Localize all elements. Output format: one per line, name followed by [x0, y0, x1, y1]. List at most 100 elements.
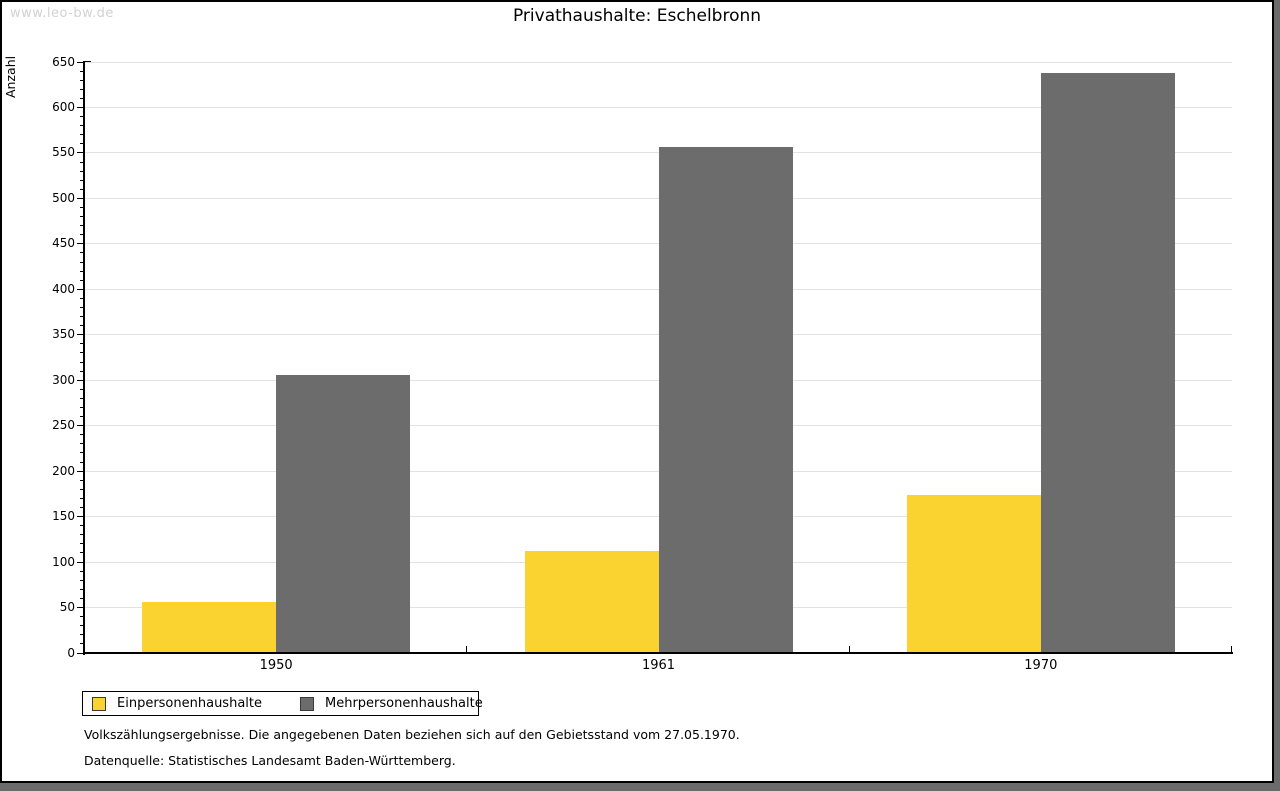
y-axis-major-tick — [77, 652, 84, 654]
y-axis-minor-tick — [80, 407, 84, 408]
gridline — [85, 61, 1232, 63]
y-axis-minor-tick — [80, 306, 84, 308]
legend: Einpersonenhaushalte Mehrpersonenhaushal… — [82, 691, 483, 716]
bar-mehrpersonenhaushalte-1970 — [1040, 73, 1175, 653]
y-axis-major-tick — [77, 197, 84, 199]
y-axis-minor-tick — [80, 634, 84, 636]
y-axis-minor-tick — [80, 361, 84, 363]
y-axis-minor-tick — [80, 479, 84, 481]
y-axis-minor-tick — [80, 125, 84, 127]
y-axis-minor-tick — [80, 316, 84, 318]
y-tick-label: 250 — [52, 418, 75, 433]
y-axis-minor-tick — [80, 79, 84, 81]
legend-swatch-einpersonenhaushalte — [92, 696, 106, 711]
y-axis-major-tick — [77, 470, 84, 472]
y-axis-major-tick — [77, 516, 84, 518]
y-tick-label: 200 — [52, 463, 75, 478]
y-axis-minor-tick — [80, 97, 84, 99]
y-axis-line — [83, 61, 85, 655]
y-tick-label: 450 — [52, 236, 75, 251]
y-axis-minor-tick — [80, 370, 84, 372]
y-tick-label: 500 — [52, 190, 75, 205]
chart-title: Privathaushalte: Eschelbronn — [512, 6, 762, 26]
y-axis-minor-tick — [80, 525, 84, 527]
legend-item-einpersonenhaushalte: Einpersonenhaushalte — [92, 696, 262, 711]
bar-einpersonenhaushalte-1970 — [906, 495, 1041, 653]
footnote-census: Volkszählungsergebnisse. Die angegebenen… — [84, 727, 740, 742]
y-axis-major-tick — [77, 607, 84, 609]
y-axis-minor-tick — [80, 116, 84, 118]
y-axis-minor-tick — [80, 497, 84, 499]
gridline — [85, 106, 1232, 108]
y-axis-major-tick — [77, 425, 84, 427]
y-axis-minor-tick — [80, 170, 84, 172]
x-axis-line — [83, 652, 1233, 654]
y-axis-minor-tick — [80, 452, 84, 454]
y-axis-minor-tick — [80, 234, 84, 236]
footnote-source: Datenquelle: Statistisches Landesamt Bad… — [84, 753, 456, 768]
y-tick-label: 300 — [52, 372, 75, 387]
bar-einpersonenhaushalte-1961 — [524, 550, 659, 653]
x-axis-boundary-tick — [466, 646, 468, 652]
y-axis-minor-tick — [80, 188, 84, 190]
x-tick-label: 1970 — [1024, 658, 1058, 673]
y-axis-major-tick — [77, 379, 84, 381]
y-axis-minor-tick — [80, 616, 84, 618]
watermark: www.leo-bw.de — [10, 6, 114, 21]
y-axis-minor-tick — [80, 588, 84, 590]
y-axis-minor-tick — [80, 543, 84, 545]
y-tick-label: 650 — [52, 54, 75, 69]
legend-item-mehrpersonenhaushalte: Mehrpersonenhaushalte — [300, 696, 483, 711]
y-tick-label: 400 — [52, 281, 75, 296]
y-axis-minor-tick — [80, 143, 84, 145]
y-axis-major-tick — [77, 334, 84, 336]
y-axis-major-tick — [77, 106, 84, 108]
y-axis-major-tick — [77, 152, 84, 154]
y-axis-minor-tick — [80, 252, 84, 254]
y-axis-major-tick — [77, 61, 84, 63]
y-axis-minor-tick — [80, 88, 84, 90]
y-tick-label: 150 — [52, 509, 75, 524]
y-axis-minor-tick — [80, 388, 84, 390]
x-tick-label: 1961 — [641, 658, 676, 673]
y-axis-minor-tick — [80, 161, 84, 163]
bar-einpersonenhaushalte-1950 — [142, 602, 277, 653]
y-axis-minor-tick — [80, 488, 84, 490]
y-axis-minor-tick — [80, 597, 84, 599]
y-axis-minor-tick — [80, 461, 84, 463]
y-axis-minor-tick — [80, 643, 84, 645]
y-tick-label: 550 — [52, 145, 75, 160]
y-axis-minor-tick — [80, 397, 84, 399]
y-axis-minor-tick — [80, 225, 84, 227]
legend-label-einpersonenhaushalte: Einpersonenhaushalte — [117, 696, 262, 711]
y-tick-label: 600 — [52, 99, 75, 114]
y-axis-minor-tick — [80, 325, 84, 327]
y-axis-minor-tick — [80, 534, 84, 536]
legend-swatch-mehrpersonenhaushalte — [300, 696, 314, 711]
y-tick-label: 350 — [52, 327, 75, 342]
y-axis-major-tick — [77, 288, 84, 290]
y-tick-label: 50 — [59, 600, 75, 615]
x-tick-label: 1950 — [259, 658, 293, 673]
y-axis-minor-tick — [80, 579, 84, 581]
y-axis-minor-tick — [80, 70, 84, 72]
y-axis-minor-tick — [80, 261, 84, 263]
y-axis-minor-tick — [80, 507, 84, 509]
y-axis-minor-tick — [80, 343, 84, 345]
y-axis-minor-tick — [80, 216, 84, 218]
y-axis-minor-tick — [80, 443, 84, 445]
y-tick-label: 0 — [67, 645, 75, 660]
y-axis-minor-tick — [80, 179, 84, 181]
y-axis-major-tick — [77, 243, 84, 245]
y-axis-minor-tick — [80, 270, 84, 272]
y-axis-minor-tick — [80, 625, 84, 627]
y-axis-minor-tick — [80, 416, 84, 418]
x-axis-boundary-tick — [848, 646, 850, 652]
y-axis-minor-tick — [80, 279, 84, 281]
y-tick-label: 100 — [52, 554, 75, 569]
y-axis-minor-tick — [80, 570, 84, 572]
y-axis-minor-tick — [80, 434, 84, 436]
bar-mehrpersonenhaushalte-1961 — [658, 146, 793, 653]
